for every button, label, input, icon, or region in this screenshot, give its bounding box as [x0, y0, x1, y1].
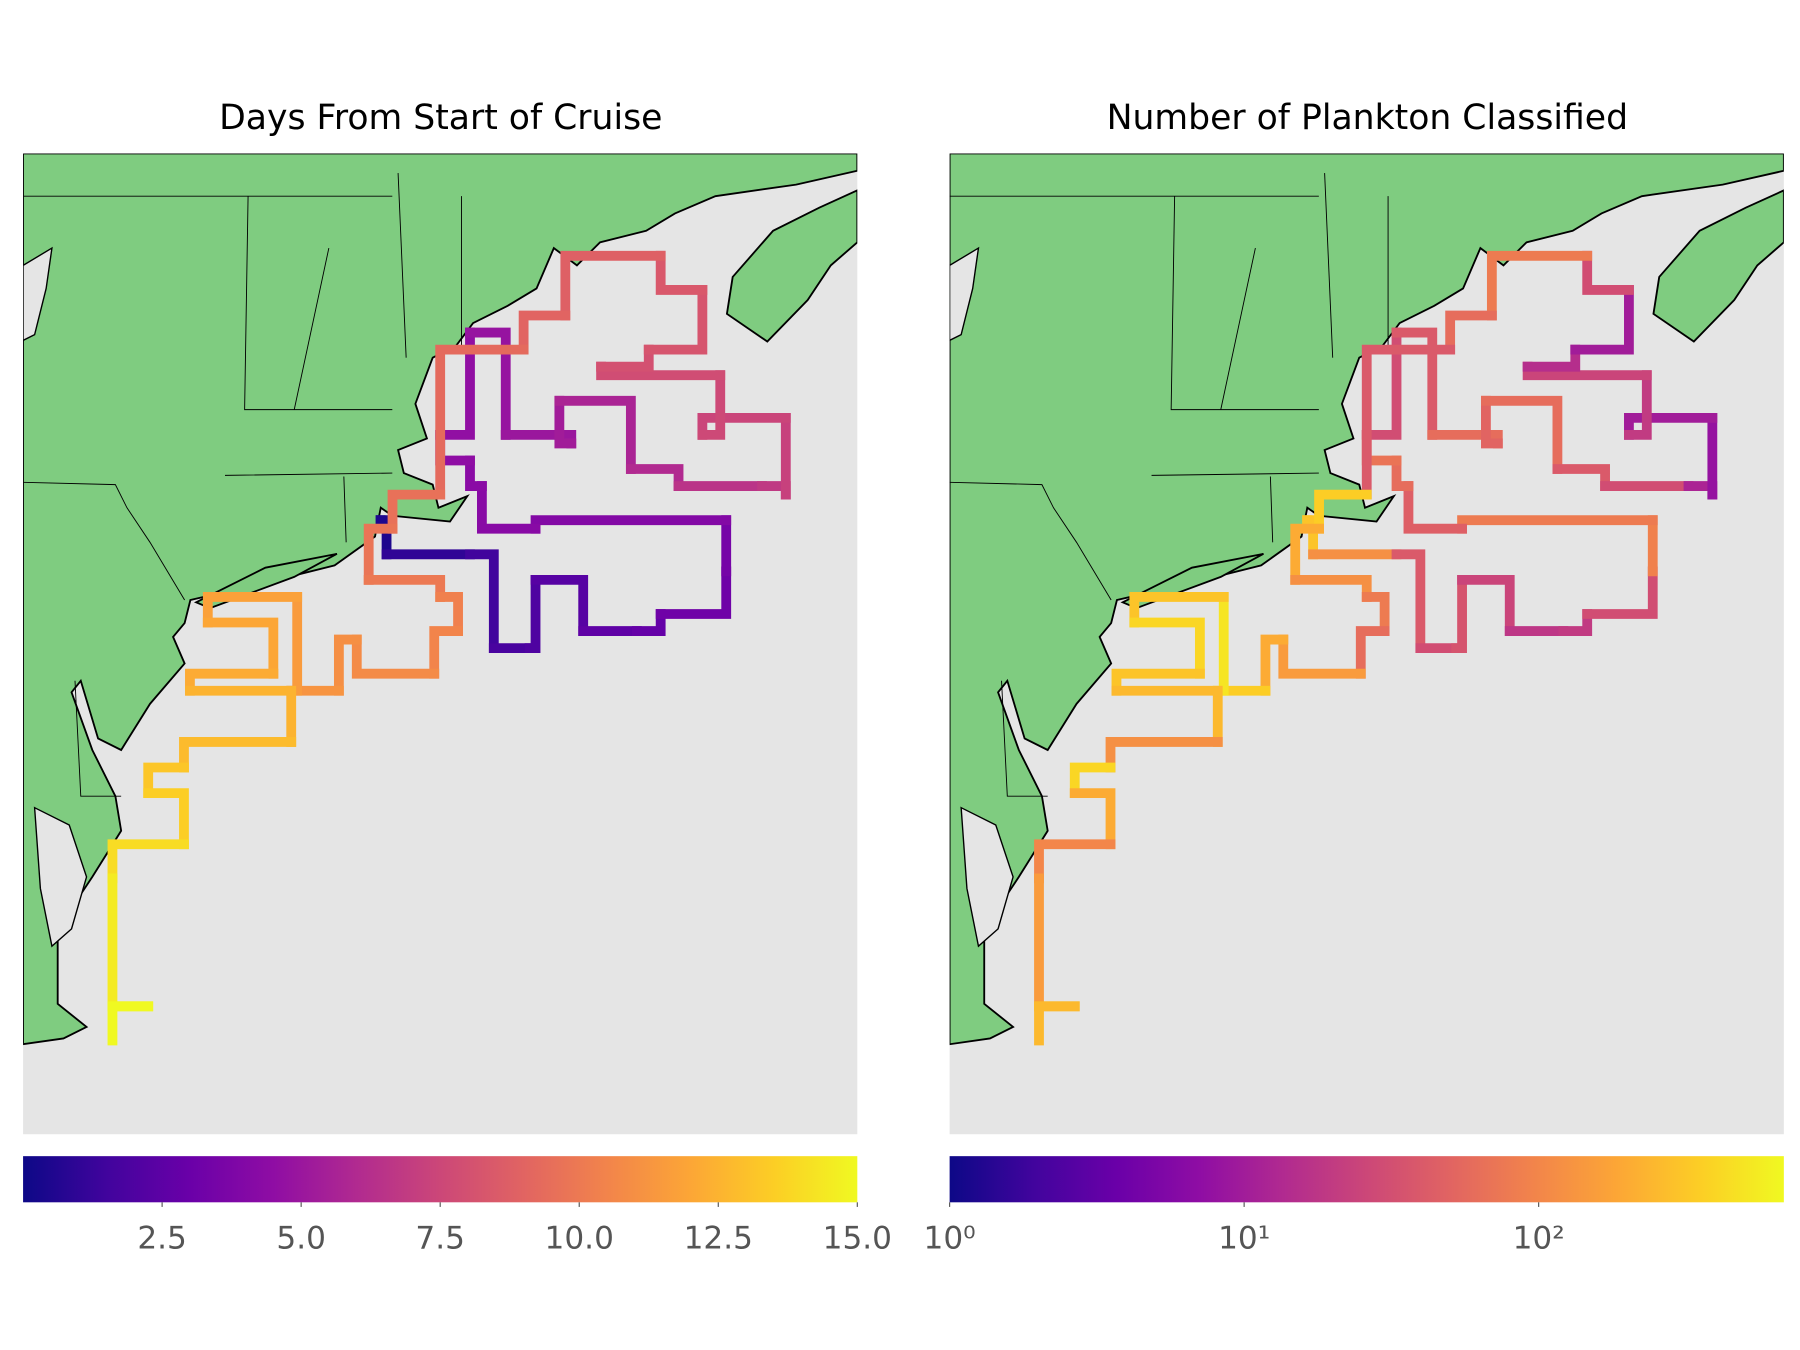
track-cell — [1558, 609, 1593, 636]
panel-title: Number of Plankton Classified — [1107, 98, 1628, 138]
track-cell — [185, 685, 297, 747]
track-cell — [1391, 549, 1426, 654]
track-cell — [465, 327, 511, 440]
track-cell — [1314, 489, 1372, 534]
track-cell — [1034, 839, 1116, 884]
track-cell — [1290, 523, 1324, 585]
map-area — [949, 153, 1784, 1046]
track-cell — [179, 737, 297, 773]
track-cell — [387, 489, 446, 534]
track-cell — [697, 412, 791, 440]
track-cell — [1522, 344, 1581, 372]
map-panel: 2.5 5.0 7.5 10.0 12.5 15.0 — [23, 153, 892, 1256]
track-cell — [202, 617, 279, 679]
colorbar-tick-label: 7.5 — [415, 1220, 465, 1256]
track-cell — [530, 574, 589, 636]
track-cell — [429, 626, 463, 679]
track-cell — [1260, 634, 1289, 696]
track-cell — [1069, 788, 1116, 850]
track-cell — [375, 515, 392, 560]
colorbar-tick-label: 2.5 — [137, 1220, 187, 1256]
track-cell — [1403, 481, 1467, 534]
track-cell — [1624, 370, 1652, 440]
track-cell — [1361, 327, 1402, 440]
track-cell — [697, 370, 726, 440]
track-cell — [1486, 250, 1593, 321]
track-cell — [1290, 574, 1372, 602]
track-cell — [1451, 574, 1467, 654]
track-cell — [435, 344, 529, 500]
track-cell — [1069, 762, 1116, 798]
track-cell — [185, 668, 279, 696]
track-cell — [1355, 626, 1390, 679]
track-cell — [1361, 592, 1390, 636]
track-cell — [1105, 737, 1223, 773]
track-cell — [435, 327, 475, 440]
track-cell — [518, 310, 571, 355]
track-cell — [625, 464, 684, 491]
panel-title: Days From Start of Cruise — [219, 98, 662, 138]
track-cell — [1111, 685, 1223, 747]
track-cell — [1582, 250, 1634, 295]
track-cell — [631, 609, 666, 636]
colorbar — [23, 1156, 858, 1203]
track-cell — [363, 523, 398, 585]
track-cell — [202, 592, 303, 628]
colorbar-tick-label: 10.0 — [545, 1220, 614, 1256]
track-cell — [333, 634, 362, 696]
map-panel: 10⁰ 10¹ 10² — [924, 153, 1784, 1256]
colorbar — [949, 1156, 1784, 1203]
track-cell — [1278, 634, 1366, 679]
track-cell — [1034, 1001, 1080, 1046]
track-cell — [1624, 412, 1718, 440]
track-cell — [476, 481, 541, 534]
track-cell — [1129, 617, 1205, 679]
colorbar-tick-label: 5.0 — [276, 1220, 326, 1256]
colorbar-tick-label: 10⁰ — [924, 1220, 976, 1256]
track-cell — [596, 344, 654, 372]
track-cell — [1391, 455, 1414, 491]
track-cell — [1582, 566, 1658, 619]
colorbar-tick-label: 10² — [1513, 1220, 1565, 1256]
colorbar-tick-label: 10¹ — [1218, 1220, 1270, 1256]
track-cell — [1361, 344, 1456, 500]
track-cell — [1302, 515, 1319, 560]
track-cell — [1481, 395, 1503, 449]
track-cell — [1129, 592, 1229, 628]
colorbar-tick-label: 12.5 — [684, 1220, 753, 1256]
track-cell — [524, 574, 541, 654]
track-cell — [435, 592, 463, 636]
track-cell — [554, 395, 577, 449]
map-area — [23, 153, 858, 1046]
track-cell — [643, 285, 708, 355]
track-cell — [554, 395, 636, 474]
track-cell — [363, 574, 446, 602]
track-cell — [107, 839, 189, 884]
track-cell — [560, 250, 666, 321]
track-cell — [1481, 395, 1563, 474]
track-cell — [465, 549, 499, 654]
track-cell — [143, 762, 189, 798]
track-cell — [1111, 668, 1205, 696]
track-cell — [1552, 464, 1610, 491]
track-cell — [655, 250, 708, 295]
track-cell — [1457, 574, 1515, 636]
track-cell — [1391, 327, 1438, 440]
track-cell — [465, 455, 487, 491]
track-cell — [107, 1001, 154, 1046]
track-cell — [655, 566, 732, 619]
track-cell — [1570, 285, 1634, 355]
track-cell — [351, 634, 440, 679]
colorbar-tick-label: 15.0 — [823, 1220, 892, 1256]
track-cell — [143, 788, 189, 850]
track-cell — [1445, 310, 1497, 355]
